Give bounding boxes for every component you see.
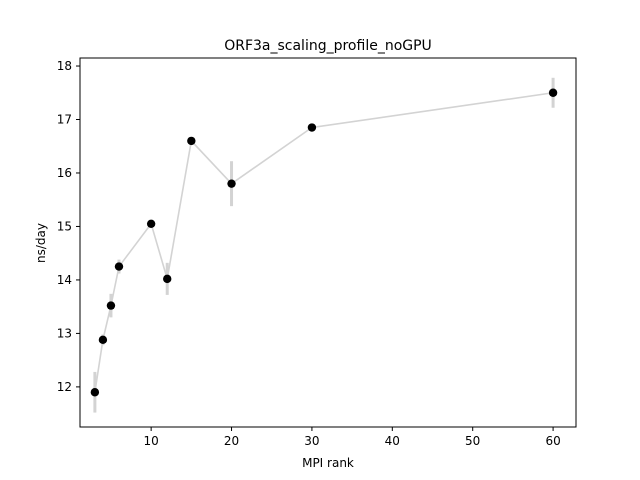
- plot-frame: [79, 57, 577, 428]
- data-point: [187, 136, 196, 146]
- x-tick-label: 60: [545, 434, 560, 448]
- y-tick-label: 14: [57, 273, 72, 287]
- data-point: [548, 88, 558, 97]
- series-line: [94, 91, 554, 393]
- x-tick-label: 20: [224, 434, 239, 448]
- x-tick-label: 50: [465, 434, 480, 448]
- data-point: [307, 123, 317, 132]
- data-point: [227, 179, 236, 188]
- chart-title: ORF3a_scaling_profile_noGPU: [224, 38, 432, 54]
- plot-area: [90, 77, 558, 413]
- data-point: [98, 335, 108, 345]
- y-tick-label: 13: [57, 326, 72, 340]
- y-axis: 12 13 14 15 16 17 18: [57, 59, 80, 394]
- x-axis-label: MPI rank: [302, 456, 354, 470]
- x-axis: 10 20 30 40 50 60: [144, 427, 561, 448]
- data-point: [90, 388, 100, 397]
- x-tick-label: 30: [304, 434, 319, 448]
- data-point: [146, 219, 156, 228]
- y-tick-label: 12: [57, 380, 72, 394]
- y-tick-label: 16: [57, 166, 72, 180]
- data-point: [106, 301, 116, 310]
- x-tick-label: 40: [385, 434, 400, 448]
- y-axis-label: ns/day: [34, 223, 48, 263]
- data-point: [163, 274, 172, 284]
- x-tick-label: 10: [144, 434, 159, 448]
- data-point: [114, 262, 124, 271]
- y-tick-label: 18: [57, 59, 72, 73]
- y-tick-label: 15: [57, 219, 72, 233]
- y-tick-label: 17: [57, 113, 72, 127]
